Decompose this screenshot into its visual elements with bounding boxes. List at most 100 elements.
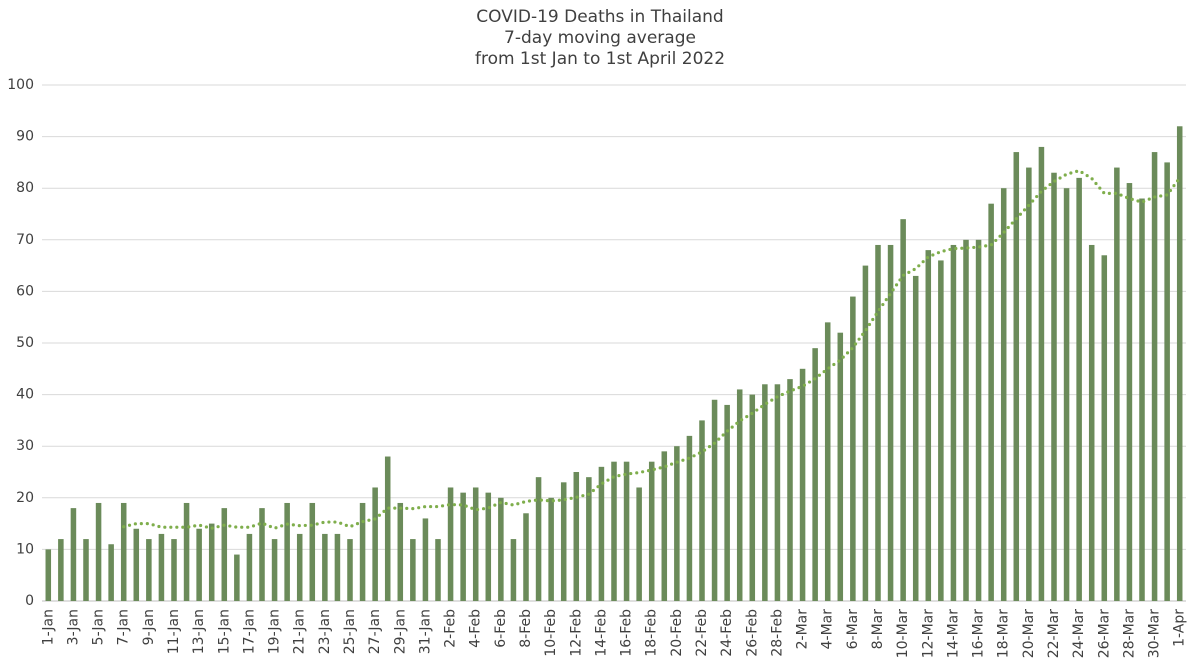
chart-title: COVID-19 Deaths in Thailand bbox=[476, 7, 723, 27]
x-tick-label: 14-Mar bbox=[945, 609, 961, 659]
bar bbox=[485, 492, 492, 601]
y-tick-label: 30 bbox=[16, 438, 34, 454]
bar bbox=[912, 275, 919, 601]
x-tick-label: 5-Jan bbox=[91, 609, 107, 645]
x-tick-label: 21-Jan bbox=[292, 609, 308, 654]
bar bbox=[674, 446, 680, 601]
bar bbox=[422, 518, 429, 601]
y-tick-label: 60 bbox=[16, 283, 34, 299]
bar bbox=[410, 539, 416, 601]
bar bbox=[711, 399, 718, 601]
bar bbox=[1000, 188, 1007, 601]
bar bbox=[1164, 162, 1170, 601]
x-tick-label: 24-Mar bbox=[1071, 609, 1087, 659]
x-tick-label: 29-Jan bbox=[392, 609, 408, 654]
x-tick-label: 20-Mar bbox=[1021, 609, 1037, 659]
x-tick-label: 10-Feb bbox=[543, 609, 559, 657]
x-tick-label: 24-Feb bbox=[719, 609, 735, 657]
x-tick-label: 22-Mar bbox=[1046, 609, 1062, 659]
x-tick-label: 30-Mar bbox=[1147, 609, 1163, 659]
bar bbox=[70, 508, 77, 601]
bar bbox=[1026, 167, 1032, 601]
x-tick-label: 26-Mar bbox=[1096, 609, 1112, 659]
bar bbox=[787, 379, 793, 601]
bar bbox=[1176, 126, 1183, 601]
bar bbox=[1088, 244, 1095, 601]
x-tick-label: 12-Mar bbox=[920, 609, 936, 659]
bar bbox=[1151, 152, 1158, 601]
bar bbox=[1013, 152, 1020, 601]
bar bbox=[900, 219, 906, 601]
bar bbox=[334, 533, 341, 601]
bar bbox=[259, 508, 265, 601]
bar bbox=[611, 461, 617, 601]
x-tick-label: 28-Mar bbox=[1121, 609, 1137, 659]
bar bbox=[498, 497, 504, 601]
bar bbox=[510, 539, 517, 601]
moving-average-line bbox=[122, 168, 1182, 530]
bar bbox=[1051, 172, 1057, 601]
x-tick-label: 10-Mar bbox=[895, 609, 911, 659]
x-tick-label: 16-Mar bbox=[971, 609, 987, 659]
bar bbox=[246, 533, 253, 601]
bar bbox=[938, 260, 944, 601]
x-tick-label: 25-Jan bbox=[342, 609, 358, 654]
bar bbox=[523, 513, 529, 601]
bar bbox=[1063, 188, 1070, 601]
bar bbox=[950, 244, 957, 601]
bar bbox=[171, 539, 177, 601]
bar bbox=[862, 265, 869, 601]
bar bbox=[975, 239, 982, 602]
y-tick-label: 10 bbox=[16, 541, 34, 557]
bar bbox=[736, 389, 743, 601]
bar bbox=[560, 482, 567, 601]
x-tick-label: 6-Feb bbox=[493, 609, 509, 648]
bar bbox=[397, 502, 404, 601]
bar bbox=[963, 239, 969, 602]
bar bbox=[296, 533, 303, 601]
bar bbox=[837, 332, 844, 601]
bar bbox=[322, 533, 328, 601]
bar bbox=[699, 420, 705, 601]
bar bbox=[372, 487, 378, 601]
chart-subtitle: 7-day moving average bbox=[504, 28, 696, 48]
x-tick-label: 19-Jan bbox=[267, 609, 283, 654]
x-tick-label: 14-Feb bbox=[593, 609, 609, 657]
bar bbox=[623, 461, 630, 601]
x-tick-label: 6-Mar bbox=[845, 609, 861, 650]
x-tick-label: 7-Jan bbox=[116, 609, 132, 645]
x-tick-label: 2-Feb bbox=[443, 609, 459, 648]
chart-subtitle: from 1st Jan to 1st April 2022 bbox=[475, 49, 725, 69]
bar bbox=[799, 368, 806, 601]
x-tick-label: 13-Jan bbox=[191, 609, 207, 654]
x-tick-label: 1-Jan bbox=[40, 609, 56, 645]
bar bbox=[460, 492, 466, 601]
bar bbox=[359, 502, 366, 601]
x-tick-label: 18-Feb bbox=[644, 609, 660, 657]
bar bbox=[636, 487, 642, 601]
bar bbox=[598, 466, 605, 601]
bar bbox=[472, 487, 479, 601]
bar bbox=[850, 296, 856, 601]
bar bbox=[196, 528, 202, 601]
bar bbox=[95, 502, 102, 601]
bar bbox=[133, 528, 140, 601]
x-tick-label: 12-Feb bbox=[568, 609, 584, 657]
bar bbox=[887, 244, 894, 601]
bar bbox=[83, 539, 89, 601]
y-tick-label: 70 bbox=[16, 232, 34, 248]
bar bbox=[384, 456, 391, 601]
bar bbox=[1076, 177, 1082, 601]
x-tick-label: 9-Jan bbox=[141, 609, 157, 645]
bar bbox=[221, 508, 228, 601]
x-tick-label: 4-Feb bbox=[468, 609, 484, 648]
bar bbox=[120, 502, 127, 601]
bar bbox=[762, 384, 768, 601]
y-tick-label: 50 bbox=[16, 335, 34, 351]
y-tick-label: 40 bbox=[16, 387, 34, 403]
bar bbox=[183, 502, 190, 601]
bar bbox=[208, 523, 215, 601]
bar bbox=[435, 539, 441, 601]
bar bbox=[146, 539, 152, 601]
